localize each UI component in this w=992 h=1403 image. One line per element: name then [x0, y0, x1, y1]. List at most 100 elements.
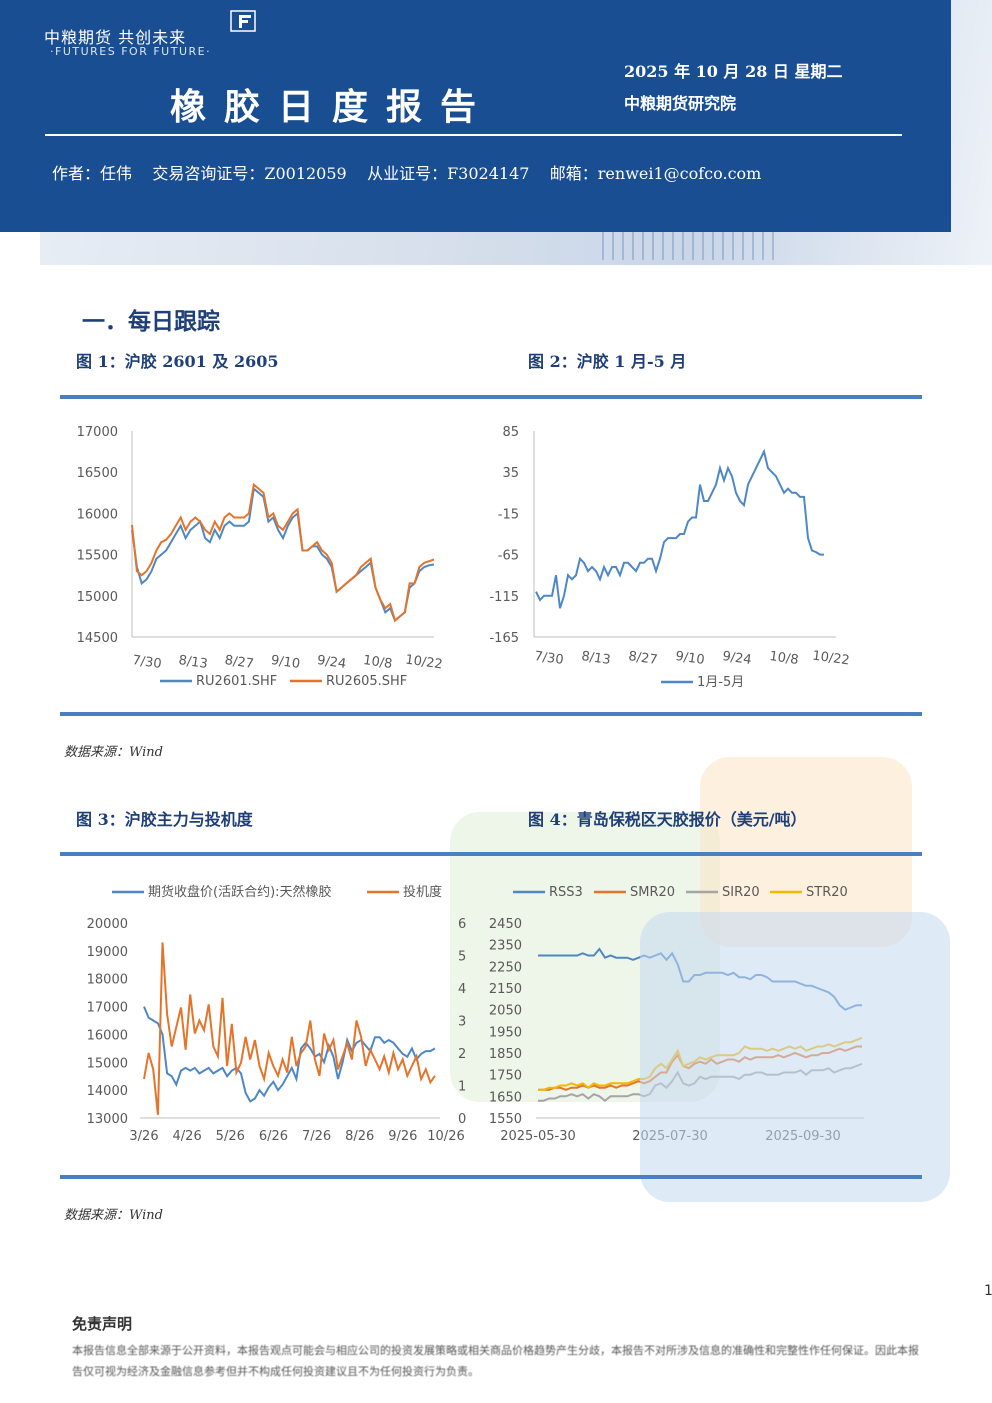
section-title: 一．每日跟踪	[82, 308, 220, 335]
chart4-y-tick: 1550	[489, 1112, 522, 1127]
chart3-y-right-tick: 3	[458, 1015, 466, 1030]
chart3-x-tick: 8/26	[345, 1129, 374, 1144]
chart4-legend-SIR20-label: SIR20	[722, 885, 760, 900]
chart3-y-right-tick: 1	[458, 1080, 466, 1095]
chart3-x-tick: 3/26	[129, 1129, 158, 1144]
chart3-series-speculation	[143, 942, 436, 1115]
chart1-y-tick: 14500	[77, 631, 118, 646]
chart1-x-tick: 9/10	[270, 653, 301, 672]
chart4-y-tick: 2350	[489, 939, 522, 954]
chart1-x-tick: 8/27	[224, 653, 255, 672]
author-info: 作者：任伟 交易咨询证号：Z0012059 从业证号：F3024147 邮箱：r…	[52, 164, 762, 183]
header-divider	[45, 134, 902, 136]
chart3-legend-speculation-label: 投机度	[403, 884, 442, 900]
chart3-y-right-tick: 6	[458, 917, 466, 932]
chart3-x-tick: 6/26	[259, 1129, 288, 1144]
chart2-x-tick: 7/30	[533, 649, 564, 668]
chart1-x-tick: 10/8	[362, 653, 393, 672]
chart3-y-left-tick: 15000	[87, 1056, 128, 1071]
figure-4-title: 图 4：青岛保税区天胶报价（美元/吨）	[528, 810, 807, 829]
chart3-y-left-tick: 19000	[87, 945, 128, 960]
chart4-y-tick: 1650	[489, 1090, 522, 1105]
figure-1-title: 图 1：沪胶 2601 及 2605	[76, 352, 279, 371]
chart4-y-tick: 2050	[489, 1004, 522, 1019]
chart4-x-tick: 2025-05-30	[500, 1129, 576, 1144]
chart1-x-tick: 9/24	[316, 653, 347, 672]
chart3-y-right-tick: 2	[458, 1047, 466, 1062]
data-source-1: 数据来源：Wind	[64, 745, 163, 760]
chart3-y-left-tick: 16000	[87, 1028, 128, 1043]
chart1-y-tick: 17000	[77, 425, 118, 440]
chart2-x-tick: 9/24	[721, 649, 752, 668]
chart3-x-tick: 5/26	[216, 1129, 245, 1144]
chart2-y-tick: -15	[498, 507, 519, 522]
chart3-x-tick: 9/26	[388, 1129, 417, 1144]
figure-2-title: 图 2：沪胶 1 月-5 月	[528, 352, 687, 371]
disclaimer-title: 免责声明	[72, 1315, 133, 1333]
chart-top-rule-2	[60, 852, 922, 856]
disclaimer-text: 本报告信息全部来源于公开资料，本报告观点可能会与相应公司的投资发展策略或相关商品…	[72, 1344, 919, 1378]
chart1-x-tick: 7/30	[131, 653, 162, 672]
chart-main-contract-speculation: 20000 19000 18000 17000 16000 15000 14000 13000…	[87, 884, 467, 1144]
chart2-x-tick: 8/27	[627, 649, 658, 668]
chart3-y-left-tick: 18000	[87, 973, 128, 988]
chart3-series-price	[143, 1006, 436, 1103]
chart-bottom-rule-2	[60, 1175, 922, 1179]
chart2-x-tick: 10/8	[768, 649, 799, 668]
chart3-y-left-tick: 20000	[87, 917, 128, 932]
chart2-y-tick: -115	[489, 590, 519, 605]
chart1-y-tick: 15000	[77, 590, 118, 605]
report-organization: 中粮期货研究院	[624, 94, 737, 113]
chart4-legend-STR20-label: STR20	[806, 885, 848, 900]
chart2-legend-spread-label: 1月-5月	[697, 675, 744, 690]
chart1-y-tick: 16500	[77, 466, 118, 481]
chart4-legend-SMR20-label: SMR20	[630, 885, 675, 900]
chart4-y-tick: 2450	[489, 917, 522, 932]
chart1-x-tick: 8/13	[178, 653, 209, 672]
chart-top-rule	[60, 395, 922, 399]
chart4-y-tick: 2150	[489, 982, 522, 997]
chart4-y-tick: 1850	[489, 1047, 522, 1062]
chart1-series-RU2605.SHF	[131, 482, 435, 623]
chart3-x-tick: 7/26	[302, 1129, 331, 1144]
chart2-y-tick: -65	[498, 549, 519, 564]
chart1-series-RU2601.SHF	[131, 486, 435, 623]
chart1-legend-ru2601-label: RU2601.SHF	[196, 674, 277, 689]
page-number: 1	[984, 1283, 992, 1299]
chart2-y-tick: 85	[502, 425, 519, 440]
chart1-y-tick: 15500	[77, 549, 118, 564]
chart4-legend-RSS3-label: RSS3	[549, 885, 583, 900]
chart3-x-tick: 10/26	[427, 1129, 464, 1144]
figure-3-title: 图 3：沪胶主力与投机度	[76, 810, 253, 829]
logo-text: 中粮期货 共创未来	[44, 28, 187, 47]
chart-ru2601-ru2605: 17000 16500 16000 15500 15000 14500 7/30 8/13 8/…	[77, 425, 444, 689]
chart1-x-tick: 10/22	[404, 652, 443, 672]
chart3-y-right-tick: 4	[458, 982, 466, 997]
chart-bottom-rule	[60, 712, 922, 716]
chart2-x-tick: 9/10	[674, 649, 705, 668]
chart2-series-spread	[535, 448, 824, 609]
chart4-y-tick: 1750	[489, 1069, 522, 1084]
logo-icon	[230, 10, 256, 32]
chart3-legend-price-label: 期货收盘价(活跃合约):天然橡胶	[148, 884, 332, 900]
chart2-x-tick: 10/22	[811, 648, 850, 668]
chart4-y-tick: 1950	[489, 1025, 522, 1040]
header-band	[0, 0, 951, 232]
chart3-y-left-tick: 17000	[87, 1001, 128, 1016]
data-source-2: 数据来源：Wind	[64, 1208, 163, 1223]
chart2-y-tick: 35	[502, 466, 519, 481]
chart3-y-right-tick: 5	[458, 950, 466, 965]
chart-jan-may-spread: 85 35 -15 -65 -115 -165 7/30 8/13 8/27 9/10 9/24 10…	[489, 425, 850, 690]
chart4-y-tick: 2250	[489, 960, 522, 975]
chart3-y-left-tick: 13000	[87, 1112, 128, 1127]
chart2-x-tick: 8/13	[580, 649, 611, 668]
report-title: 橡胶日度报告	[170, 86, 495, 128]
chart2-y-tick: -165	[489, 631, 519, 646]
chart1-y-tick: 16000	[77, 507, 118, 522]
logo-subtitle: ·FUTURES FOR FUTURE·	[50, 45, 212, 58]
decorative-overlay-blue	[640, 912, 950, 1202]
chart1-legend-ru2605-label: RU2605.SHF	[326, 674, 407, 689]
chart3-x-tick: 4/26	[173, 1129, 202, 1144]
chart3-y-left-tick: 14000	[87, 1084, 128, 1099]
chart3-y-right-tick: 0	[458, 1112, 466, 1127]
